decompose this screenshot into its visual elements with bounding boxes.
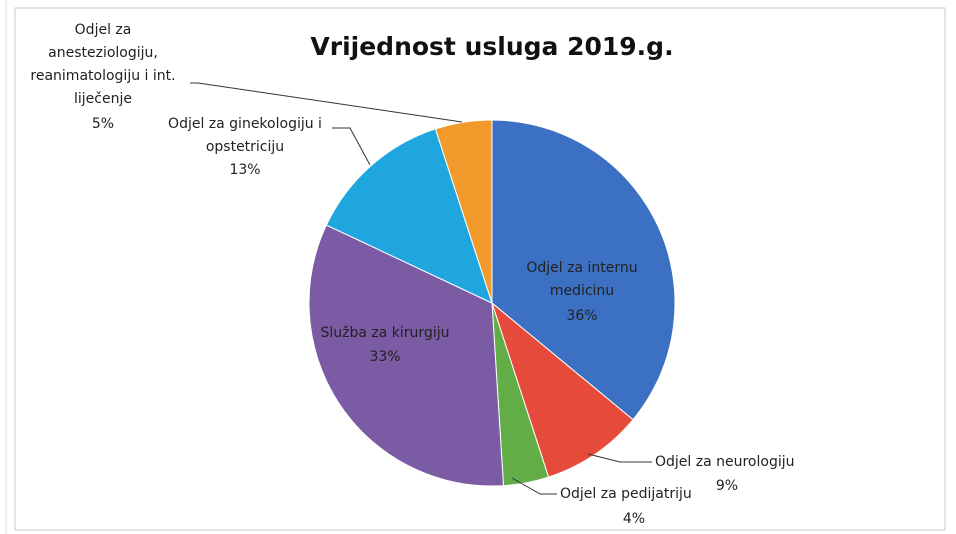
pie-slice xyxy=(325,128,493,304)
slice-value-label: 33% xyxy=(369,349,400,365)
leader-line xyxy=(587,453,652,463)
pie-slice xyxy=(490,301,634,478)
leader-line xyxy=(332,127,371,166)
pie-slice xyxy=(308,224,505,487)
leader-line xyxy=(511,477,557,495)
chart-title: Vrijednost usluga 2019.g. xyxy=(310,32,673,61)
pie-slice xyxy=(491,119,676,421)
slice-value-label: 4% xyxy=(623,511,645,527)
slice-value-label: 5% xyxy=(92,116,114,132)
slice-label: Služba za kirurgiju xyxy=(321,325,450,341)
pie-slice xyxy=(434,119,493,304)
slice-value-label: 36% xyxy=(566,308,597,324)
slice-label: Odjel za neurologiju xyxy=(655,454,795,470)
leader-line xyxy=(190,82,463,123)
slice-label: Odjel za ginekologiju i opstetriciju xyxy=(168,116,322,155)
slice-value-label: 13% xyxy=(229,162,260,178)
slice-label: Odjel za internu medicinu xyxy=(526,260,637,299)
slice-label: Odjel za pedijatriju xyxy=(560,486,692,502)
slice-label: Odjel za anesteziologiju, reanimatologiju … xyxy=(30,22,175,107)
chart-frame xyxy=(14,7,946,531)
slice-value-label: 9% xyxy=(716,478,738,494)
